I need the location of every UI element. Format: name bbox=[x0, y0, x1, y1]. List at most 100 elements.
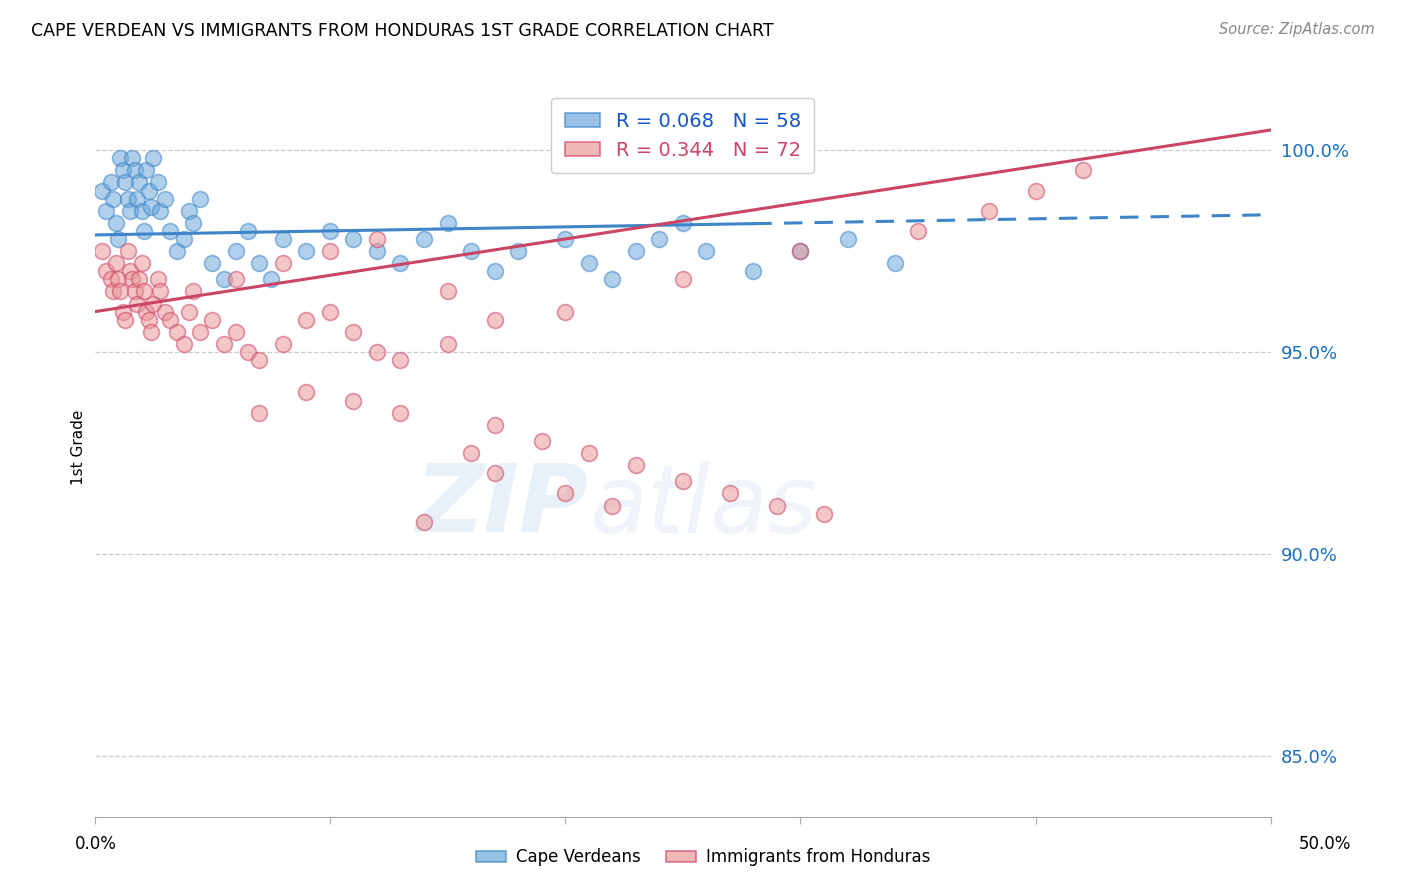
Point bbox=[883, 256, 905, 270]
Point bbox=[153, 192, 176, 206]
Point bbox=[107, 232, 129, 246]
Point bbox=[177, 304, 200, 318]
Point bbox=[389, 353, 412, 368]
Point bbox=[103, 192, 125, 206]
Point bbox=[128, 176, 150, 190]
Point bbox=[977, 203, 1000, 218]
Point bbox=[142, 151, 165, 165]
Point bbox=[110, 285, 132, 299]
Point bbox=[247, 353, 270, 368]
Point bbox=[114, 176, 136, 190]
Point bbox=[484, 312, 506, 326]
Point bbox=[319, 224, 342, 238]
Point bbox=[225, 325, 247, 339]
Point bbox=[295, 385, 318, 400]
Point bbox=[149, 203, 172, 218]
Point bbox=[295, 244, 318, 259]
Point bbox=[578, 446, 600, 460]
Point bbox=[484, 467, 506, 481]
Point bbox=[366, 345, 388, 359]
Point bbox=[271, 337, 294, 351]
Point bbox=[366, 232, 388, 246]
Point bbox=[436, 216, 458, 230]
Point bbox=[247, 406, 270, 420]
Point bbox=[600, 272, 623, 286]
Point bbox=[90, 244, 112, 259]
Point bbox=[225, 244, 247, 259]
Point bbox=[153, 304, 176, 318]
Point bbox=[436, 285, 458, 299]
Y-axis label: 1st Grade: 1st Grade bbox=[72, 409, 86, 484]
Point bbox=[104, 256, 127, 270]
Point bbox=[183, 216, 205, 230]
Legend: R = 0.068   N = 58, R = 0.344   N = 72: R = 0.068 N = 58, R = 0.344 N = 72 bbox=[551, 98, 814, 173]
Point bbox=[624, 244, 647, 259]
Point bbox=[96, 203, 118, 218]
Point bbox=[271, 256, 294, 270]
Point bbox=[672, 272, 695, 286]
Text: CAPE VERDEAN VS IMMIGRANTS FROM HONDURAS 1ST GRADE CORRELATION CHART: CAPE VERDEAN VS IMMIGRANTS FROM HONDURAS… bbox=[31, 22, 773, 40]
Point bbox=[508, 244, 530, 259]
Point bbox=[319, 304, 342, 318]
Point bbox=[554, 304, 576, 318]
Text: atlas: atlas bbox=[589, 460, 817, 551]
Point bbox=[124, 285, 146, 299]
Point bbox=[118, 264, 141, 278]
Point bbox=[146, 176, 169, 190]
Point bbox=[132, 224, 155, 238]
Text: 50.0%: 50.0% bbox=[1298, 835, 1351, 853]
Point bbox=[149, 285, 172, 299]
Point bbox=[100, 272, 122, 286]
Point bbox=[413, 515, 436, 529]
Point bbox=[212, 337, 235, 351]
Point bbox=[159, 312, 181, 326]
Point bbox=[342, 393, 364, 408]
Point bbox=[201, 312, 224, 326]
Point bbox=[104, 216, 127, 230]
Point bbox=[907, 224, 929, 238]
Point bbox=[117, 192, 139, 206]
Point bbox=[366, 244, 388, 259]
Point bbox=[138, 184, 160, 198]
Point bbox=[125, 192, 148, 206]
Point bbox=[118, 203, 141, 218]
Point bbox=[1071, 163, 1094, 178]
Point bbox=[201, 256, 224, 270]
Point bbox=[146, 272, 169, 286]
Point bbox=[173, 337, 195, 351]
Point bbox=[131, 256, 153, 270]
Point bbox=[135, 304, 157, 318]
Point bbox=[128, 272, 150, 286]
Point bbox=[271, 232, 294, 246]
Point bbox=[530, 434, 553, 448]
Point bbox=[342, 232, 364, 246]
Point bbox=[718, 486, 741, 500]
Point bbox=[260, 272, 283, 286]
Point bbox=[742, 264, 765, 278]
Point bbox=[183, 285, 205, 299]
Point bbox=[124, 163, 146, 178]
Point bbox=[125, 296, 148, 310]
Point bbox=[672, 475, 695, 489]
Point bbox=[247, 256, 270, 270]
Point bbox=[159, 224, 181, 238]
Point bbox=[813, 507, 835, 521]
Point bbox=[138, 312, 160, 326]
Point bbox=[111, 304, 134, 318]
Point bbox=[484, 264, 506, 278]
Point bbox=[135, 163, 157, 178]
Point bbox=[142, 296, 165, 310]
Point bbox=[460, 446, 482, 460]
Text: Source: ZipAtlas.com: Source: ZipAtlas.com bbox=[1219, 22, 1375, 37]
Point bbox=[177, 203, 200, 218]
Point bbox=[342, 325, 364, 339]
Legend: Cape Verdeans, Immigrants from Honduras: Cape Verdeans, Immigrants from Honduras bbox=[470, 842, 936, 873]
Point bbox=[413, 232, 436, 246]
Point bbox=[121, 272, 143, 286]
Point bbox=[648, 232, 671, 246]
Point bbox=[389, 256, 412, 270]
Point bbox=[236, 345, 259, 359]
Point bbox=[295, 312, 318, 326]
Text: ZIP: ZIP bbox=[416, 460, 589, 552]
Point bbox=[389, 406, 412, 420]
